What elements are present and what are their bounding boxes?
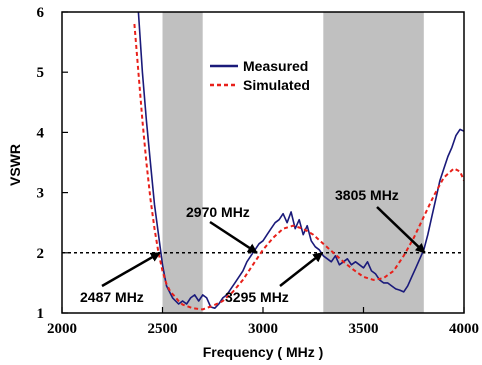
annotation-label-3295: 3295 MHz [225,289,289,305]
x-axis-label: Frequency ( MHz ) [203,344,324,360]
annotation-label-3805: 3805 MHz [335,187,399,203]
x-tick-label: 3000 [248,321,278,337]
annotation-arrow-2487 [101,251,161,288]
annotation-arrow-2970 [209,220,258,254]
y-tick-label: 6 [37,5,45,21]
annotation-label-2970: 2970 MHz [186,204,250,220]
y-tick-label: 4 [37,125,45,141]
series-line-simulated [133,23,464,311]
y-tick-label: 1 [37,306,45,322]
y-tick-label: 5 [37,65,45,81]
x-tick-label: 3500 [349,321,379,337]
annotation-arrow-3295 [279,251,324,287]
y-tick-label: 3 [37,186,45,202]
legend-measured-label: Measured [243,58,308,74]
legend-simulated-label: Simulated [243,77,310,93]
x-tick-label: 4000 [449,321,479,337]
annotation-label-2487: 2487 MHz [80,289,144,305]
shaded-band-1 [323,12,424,313]
x-tick-label: 2000 [47,321,77,337]
shaded-band-0 [162,12,203,313]
series-line-measured [137,12,464,310]
x-tick-label: 2500 [148,321,178,337]
y-axis-label: VSWR [7,144,23,186]
legend: Measured Simulated [210,58,310,93]
x-axis-ticks: 2000 2500 3000 3500 4000 [47,307,479,337]
y-axis-ticks: 1 2 3 4 5 6 [37,5,68,322]
annotations: 2487 MHz 2970 MHz 3295 MHz 3805 MHz [80,187,426,305]
series-group [133,12,464,311]
y-tick-label: 2 [37,246,45,262]
shaded-bands [162,12,424,313]
annotation-arrow-3805 [376,206,426,254]
